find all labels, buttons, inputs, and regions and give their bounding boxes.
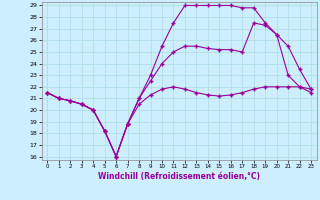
X-axis label: Windchill (Refroidissement éolien,°C): Windchill (Refroidissement éolien,°C) — [98, 172, 260, 181]
